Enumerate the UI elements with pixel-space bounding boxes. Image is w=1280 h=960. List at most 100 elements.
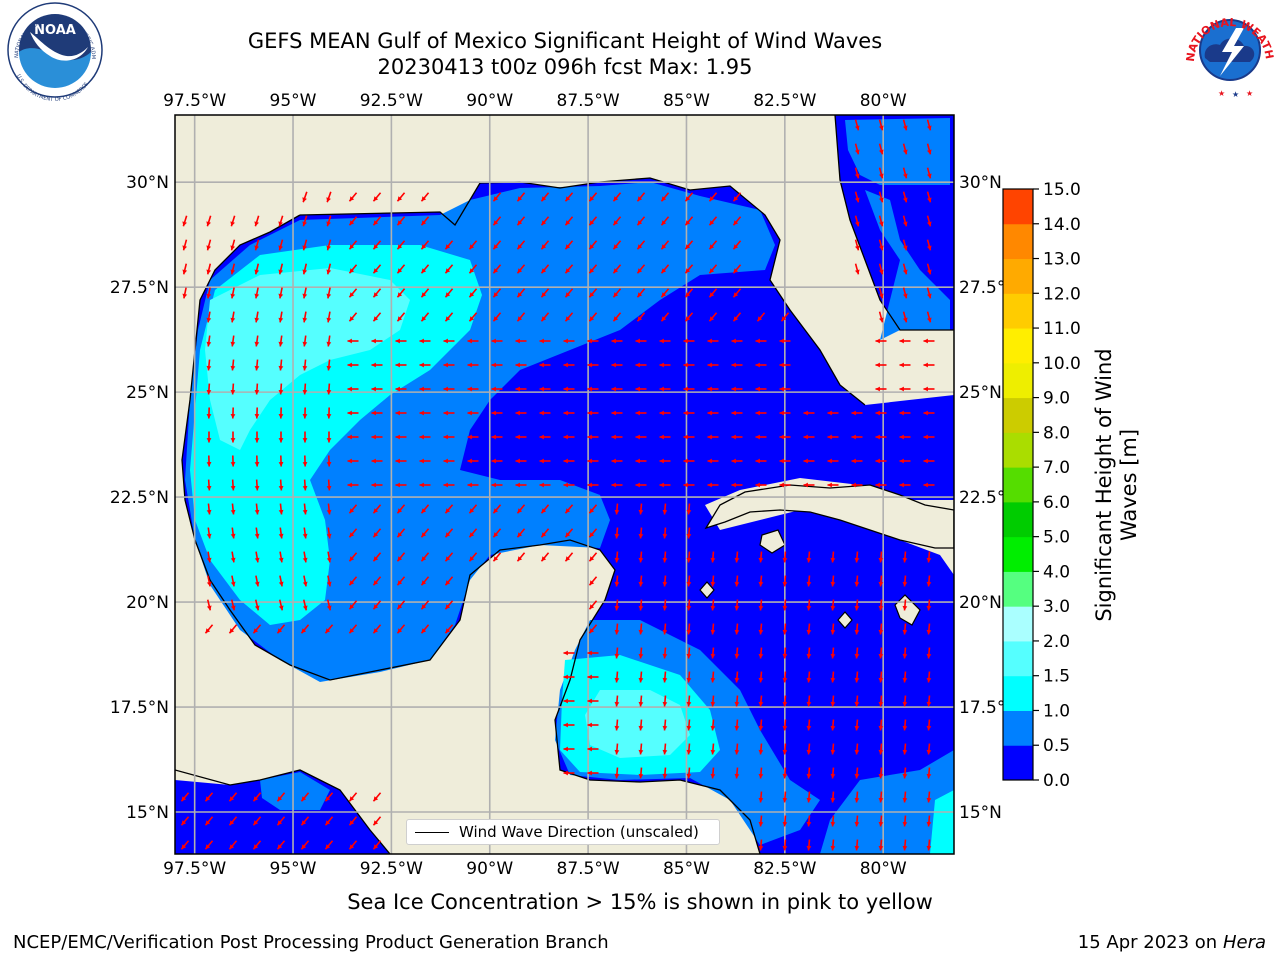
wind-arrow-head <box>830 797 836 803</box>
wind-arrow-head <box>613 292 619 298</box>
wind-arrow <box>563 722 575 728</box>
wind-arrow <box>878 791 884 803</box>
wind-arrow-head <box>758 557 764 563</box>
wind-arrow-head <box>827 458 832 464</box>
wind-arrow-head <box>469 556 475 562</box>
wind-arrow <box>347 458 359 464</box>
wind-arrow <box>686 575 692 587</box>
wind-arrow <box>611 362 623 368</box>
wind-arrow-head <box>878 605 884 611</box>
wind-arrow-head <box>278 221 283 227</box>
wind-arrow <box>230 407 236 419</box>
wind-arrow <box>420 264 430 274</box>
wind-arrow <box>902 215 908 227</box>
colorbar-segment <box>1003 571 1033 607</box>
wind-arrow <box>204 816 214 826</box>
wind-arrow <box>515 458 527 464</box>
wind-arrow <box>782 743 788 755</box>
wind-arrow-head <box>755 362 760 368</box>
wind-arrow-head <box>902 797 908 803</box>
wind-arrow-head <box>326 389 332 395</box>
wind-arrow <box>686 503 692 515</box>
wind-arrow-head <box>421 268 427 274</box>
wind-arrow-head <box>349 556 355 562</box>
map-frame <box>174 114 955 855</box>
wind-arrow <box>708 240 718 250</box>
wind-arrow <box>182 215 188 227</box>
wind-arrow-head <box>563 482 568 488</box>
wind-arrow <box>588 600 598 610</box>
colorbar-tick-label: 1.0 <box>1043 701 1070 721</box>
wind-arrow <box>707 362 719 368</box>
wind-arrow-head <box>878 773 884 779</box>
wind-arrow <box>302 359 308 371</box>
wind-arrow <box>491 338 503 344</box>
wind-arrow-head <box>830 605 836 611</box>
colorbar-segment <box>1003 362 1033 399</box>
wind-arrow <box>734 743 740 755</box>
wind-arrow <box>228 816 238 826</box>
wind-arrow <box>782 767 788 779</box>
wind-arrow <box>371 434 383 440</box>
wind-arrow-head <box>926 581 932 587</box>
wind-arrow-head <box>710 773 716 779</box>
wind-arrow <box>878 263 884 275</box>
chart-title-line1: GEFS MEAN Gulf of Mexico Significant Hei… <box>247 29 883 53</box>
wind-arrow <box>611 338 623 344</box>
wind-arrow-head <box>758 701 764 707</box>
wind-arrow-head <box>734 773 740 779</box>
wind-arrow-head <box>445 508 451 514</box>
wind-arrow <box>662 743 668 755</box>
wind-arrow <box>278 479 284 491</box>
wind-arrow <box>254 311 260 323</box>
wind-arrow <box>515 434 527 440</box>
wind-arrow-head <box>469 508 475 514</box>
wind-arrow <box>854 719 860 731</box>
wind-arrow <box>926 167 932 179</box>
wind-arrow <box>684 264 694 274</box>
lon-tick-label: 80°W <box>860 859 907 879</box>
wind-arrow-head <box>278 557 284 563</box>
wind-arrow <box>926 599 932 611</box>
wind-arrow <box>734 575 740 587</box>
wind-arrow <box>467 434 479 440</box>
wind-arrow <box>854 647 860 659</box>
wind-arrow-head <box>803 482 808 488</box>
wind-arrow <box>395 362 407 368</box>
wind-arrow-head <box>563 674 568 680</box>
wind-arrow <box>755 434 767 440</box>
wind-arrow <box>707 386 719 392</box>
wind-arrow-head <box>493 556 499 562</box>
wind-arrow-head <box>707 386 712 392</box>
wind-arrow-head <box>878 125 884 131</box>
wind-arrow <box>491 482 503 488</box>
wind-arrow <box>230 527 236 539</box>
wind-arrow-head <box>926 821 932 827</box>
wind-arrow-head <box>302 485 308 491</box>
wind-arrow-head <box>230 245 236 251</box>
wind-arrow <box>302 479 308 491</box>
wind-arrow-head <box>371 458 376 464</box>
wind-arrow-head <box>230 605 236 611</box>
wind-arrow <box>707 410 719 416</box>
wind-arrow-head <box>662 653 668 659</box>
wind-arrow-head <box>539 458 544 464</box>
wind-arrow-head <box>731 410 736 416</box>
wind-arrow <box>686 647 692 659</box>
wind-arrow <box>638 575 644 587</box>
wind-arrow-head <box>230 317 236 323</box>
wind-arrow <box>854 167 860 179</box>
wind-arrow-head <box>302 269 308 275</box>
wind-arrow-head <box>517 292 523 298</box>
wind-arrow <box>326 503 332 515</box>
wind-arrow <box>684 312 694 322</box>
wind-arrow <box>587 482 599 488</box>
wind-arrow <box>875 434 887 440</box>
wind-arrow <box>348 552 358 562</box>
wind-arrow <box>420 600 430 610</box>
wind-arrow-head <box>347 482 352 488</box>
wind-arrow-head <box>395 458 400 464</box>
wind-arrow-head <box>253 628 259 634</box>
wind-arrow-head <box>710 653 716 659</box>
wind-arrow-head <box>851 482 856 488</box>
